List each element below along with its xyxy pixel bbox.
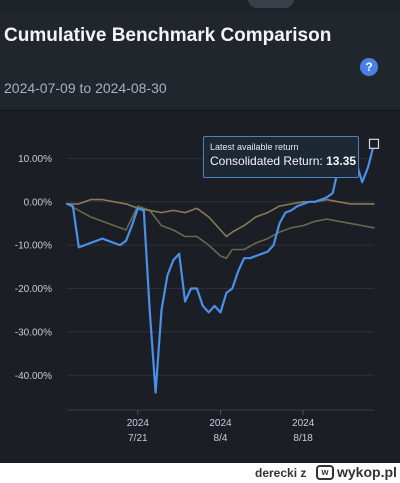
y-tick-label: 0.00%: [24, 197, 52, 208]
x-tick-date: 7/21: [128, 433, 148, 444]
footer-user: derecki z: [255, 466, 306, 480]
date-range: 2024-07-09 to 2024-08-30: [4, 80, 167, 96]
x-tick-date: 8/18: [293, 433, 313, 444]
benchmark-line: [66, 198, 375, 238]
y-tick-label: -40.00%: [15, 371, 52, 382]
chart-title: Cumulative Benchmark Comparison: [4, 25, 332, 46]
tooltip-body: Consolidated Return: 13.35: [210, 153, 356, 169]
x-tick-date: 8/4: [214, 433, 228, 444]
return-tooltip: Latest available return Consolidated Ret…: [203, 136, 359, 178]
benchmark-line-chart: 10.00% 0.00% -10.00% -20.00% -30.00% -40.00% 2…: [15, 138, 380, 444]
y-tick-label: -30.00%: [15, 327, 52, 338]
card-header: [0, 12, 400, 110]
y-tick-label: -20.00%: [15, 284, 52, 295]
consolidated-return-line: [65, 142, 376, 394]
header-divider: [0, 110, 400, 111]
x-tick-year: 2024: [209, 418, 232, 429]
x-tick-year: 2024: [127, 418, 150, 429]
wykop-logo-icon: w: [316, 465, 334, 480]
footer-user-suffix: z: [300, 466, 307, 480]
footer-logo-text: wykop.pl: [337, 464, 397, 480]
tooltip-label: Consolidated Return:: [210, 154, 327, 168]
tooltip-title: Latest available return: [210, 142, 299, 152]
top-pill: [248, 0, 294, 8]
footer: derecki z w wykop.pl: [0, 463, 400, 483]
help-icon[interactable]: ?: [360, 58, 378, 76]
tooltip-value: 13.35: [326, 154, 357, 168]
y-tick-label: -10.00%: [15, 241, 52, 252]
y-tick-label: 10.00%: [18, 154, 52, 165]
benchmark-line: [66, 203, 375, 260]
footer-username: derecki: [255, 466, 298, 480]
x-tick-year: 2024: [292, 418, 315, 429]
top-strip: [0, 0, 400, 12]
latest-point-marker: [368, 138, 380, 149]
chart-card: Cumulative Benchmark Comparison 2024-07-…: [0, 0, 400, 463]
